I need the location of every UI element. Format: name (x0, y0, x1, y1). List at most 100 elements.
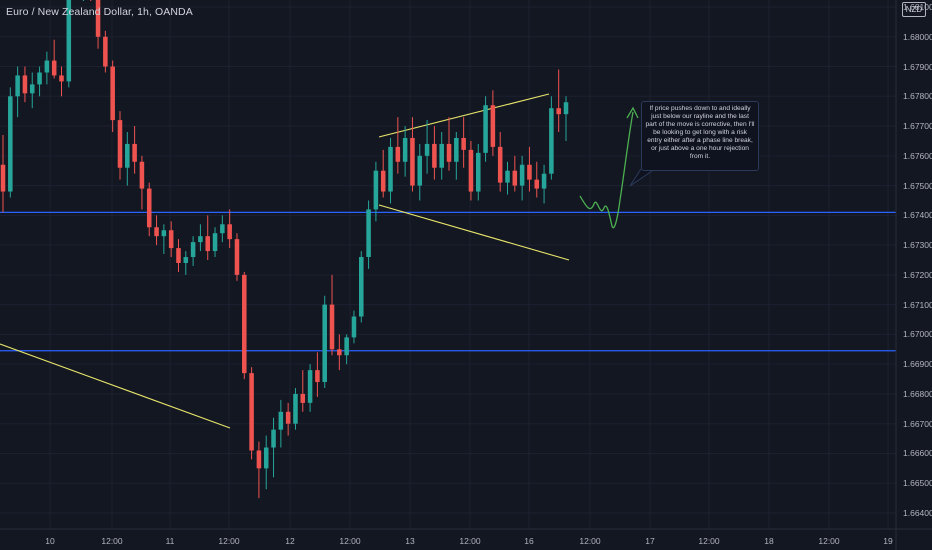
candle-body (66, 0, 72, 82)
x-tick-label: 16 (524, 536, 534, 546)
annotation-note[interactable]: If price pushes down to and ideally just… (641, 101, 759, 171)
candle-body (234, 239, 240, 275)
candle-body (51, 60, 57, 76)
y-tick-label: 1.68000 (903, 31, 932, 42)
candle-body (256, 450, 262, 469)
candle-body (154, 227, 159, 237)
candle-body (454, 137, 459, 162)
candle-body (461, 137, 466, 150)
candle-series (0, 0, 569, 499)
candle-body (190, 242, 196, 258)
candle-body (300, 393, 306, 403)
candle-body (37, 72, 42, 85)
candle-body (212, 233, 218, 252)
candle-body (59, 75, 64, 82)
candle-body (366, 209, 371, 258)
y-tick-label: 1.67100 (903, 299, 932, 310)
currency-badge[interactable]: NZD (902, 2, 926, 17)
candle-body (351, 316, 357, 338)
candle-body (8, 96, 13, 192)
candle-body (249, 373, 254, 451)
trendline (378, 204, 570, 261)
y-tick-label: 1.66800 (903, 388, 932, 399)
candle-body (227, 224, 232, 240)
candle-body (205, 236, 210, 252)
trendline (0, 343, 231, 429)
candle-body (380, 170, 386, 192)
candle-body (483, 105, 488, 153)
x-tick-label: 10 (45, 536, 55, 546)
y-tick-label: 1.66500 (903, 478, 932, 489)
candle-body (117, 120, 123, 168)
trendlines (0, 93, 570, 429)
candle-body (132, 143, 137, 162)
candle-body (439, 143, 444, 168)
candle-body (549, 108, 554, 174)
x-tick-label: 12 (285, 536, 295, 546)
candle-body (497, 146, 503, 183)
y-tick-label: 1.67500 (903, 180, 932, 191)
chart-grid (0, 0, 896, 529)
projection-arrowhead (626, 106, 639, 119)
annotation-pointer (629, 168, 653, 187)
candle-body (29, 84, 35, 94)
candle-body (541, 173, 547, 189)
candle-body (373, 170, 379, 210)
y-tick-label: 1.67700 (903, 121, 932, 132)
candle-body (395, 146, 401, 162)
candle-body (337, 349, 342, 356)
candle-body (139, 161, 145, 189)
x-tick-label: 11 (165, 536, 175, 546)
candle-body (103, 36, 108, 67)
candle-body (359, 257, 364, 317)
candle-body (125, 143, 130, 168)
candle-body (278, 411, 284, 430)
y-tick-label: 1.67900 (903, 61, 932, 72)
x-tick-label: 19 (883, 536, 893, 546)
y-tick-label: 1.67800 (903, 91, 932, 102)
candle-body (519, 164, 525, 186)
y-tick-label: 1.67400 (903, 210, 932, 221)
candle-body (271, 429, 276, 448)
candle-body (475, 152, 481, 192)
candle-body (424, 143, 430, 156)
x-tick-label: 12:00 (698, 536, 720, 546)
candle-body (505, 170, 510, 183)
candle-body (307, 370, 313, 403)
candle-body (176, 248, 181, 263)
y-tick-label: 1.66600 (903, 448, 932, 459)
x-tick-label: 12:00 (579, 536, 601, 546)
candle-body (534, 179, 540, 189)
candle-body (432, 143, 437, 168)
x-tick-label: 12:00 (101, 536, 123, 546)
y-tick-label: 1.67000 (903, 329, 932, 340)
chart-title: Euro / New Zealand Dollar, 1h, OANDA (6, 6, 193, 18)
horizontal-rays (0, 211, 896, 352)
candle-body (242, 274, 247, 374)
y-tick-label: 1.66900 (903, 359, 932, 370)
candle-body (263, 447, 269, 469)
y-tick-label: 1.68100 (903, 2, 932, 12)
candle-body (146, 188, 152, 228)
candle-body (95, 0, 101, 37)
candle-body (344, 337, 349, 356)
candle-body (446, 143, 452, 162)
x-tick-label: 13 (405, 536, 415, 546)
x-tick-label: 12:00 (218, 536, 240, 546)
x-tick-label: 17 (645, 536, 655, 546)
trendline (378, 93, 550, 138)
candle-body (410, 137, 415, 186)
candle-body (512, 170, 518, 186)
projection-path (579, 106, 653, 229)
y-tick-label: 1.67200 (903, 269, 932, 280)
y-tick-label: 1.66700 (903, 418, 932, 429)
candle-body (285, 411, 291, 424)
candle-body (220, 224, 225, 234)
x-tick-label: 12:00 (339, 536, 361, 546)
candle-body (402, 137, 408, 162)
candle-body (417, 155, 423, 186)
y-tick-label: 1.66400 (903, 508, 932, 518)
candle-body (322, 304, 327, 383)
candle-body (161, 230, 167, 237)
